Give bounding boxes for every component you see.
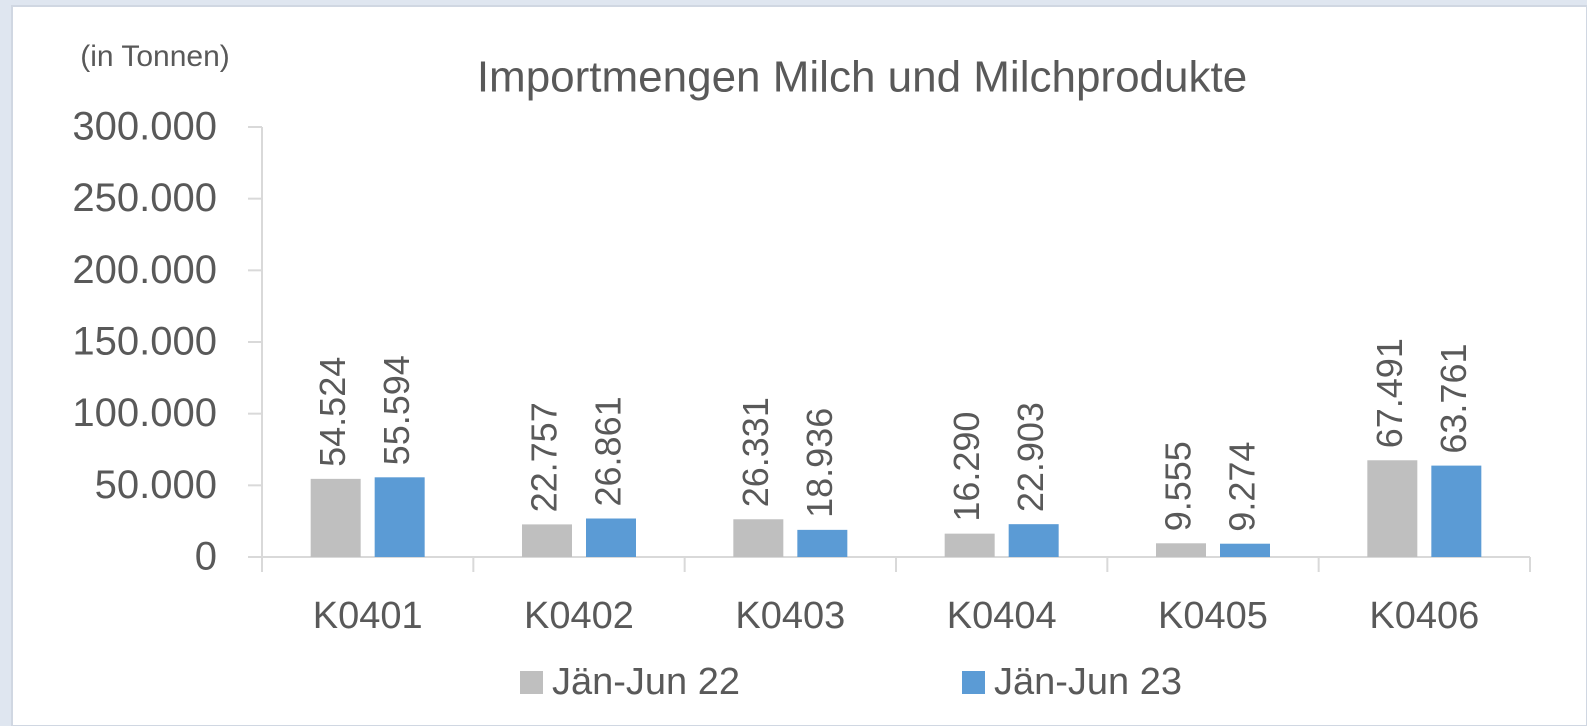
x-tick-label: K0402 (524, 595, 634, 637)
bar (1220, 543, 1270, 557)
bar (1156, 543, 1206, 557)
bar (522, 524, 572, 557)
x-tick-label: K0404 (947, 595, 1057, 637)
unit-label: (in Tonnen) (80, 40, 230, 73)
y-tick-label: 150.000 (72, 320, 217, 364)
value-label: 22.903 (1010, 402, 1051, 512)
value-label: 9.274 (1222, 442, 1263, 532)
y-tick-label: 100.000 (72, 391, 217, 435)
chart-area (11, 5, 1587, 726)
chart-title: Importmengen Milch und Milchprodukte (477, 53, 1247, 102)
x-tick-label: K0401 (313, 595, 423, 637)
value-label: 9.555 (1158, 441, 1199, 531)
value-label: 26.861 (588, 396, 629, 506)
x-tick-label: K0403 (735, 595, 845, 637)
legend-label: Jän-Jun 23 (994, 661, 1182, 703)
legend-swatch (962, 671, 985, 694)
y-tick-label: 50.000 (95, 463, 217, 507)
legend-swatch (520, 671, 543, 694)
bar (797, 529, 848, 557)
bar (310, 478, 361, 557)
bar (733, 519, 784, 557)
bar (944, 533, 995, 557)
value-label: 16.290 (946, 412, 987, 522)
value-label: 26.331 (735, 397, 776, 507)
value-label: 54.524 (312, 357, 353, 467)
bar (1367, 460, 1418, 557)
bar (1431, 465, 1482, 557)
x-tick-label: K0405 (1158, 595, 1268, 637)
bar (1008, 524, 1059, 557)
x-tick-label: K0406 (1369, 595, 1479, 637)
y-tick-label: 200.000 (72, 248, 217, 292)
value-label: 55.594 (376, 355, 417, 465)
y-tick-label: 300.000 (72, 105, 217, 149)
value-label: 63.761 (1433, 343, 1474, 453)
value-label: 67.491 (1369, 338, 1410, 448)
y-tick-label: 250.000 (72, 176, 217, 220)
value-label: 18.936 (799, 408, 840, 518)
value-label: 22.757 (524, 402, 565, 512)
y-tick-label: 0 (195, 535, 217, 579)
bar (374, 477, 425, 557)
bar (586, 518, 636, 557)
legend-label: Jän-Jun 22 (552, 661, 740, 703)
